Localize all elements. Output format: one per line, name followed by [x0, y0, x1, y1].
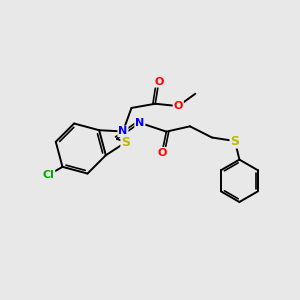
Text: Cl: Cl [43, 170, 54, 180]
Text: N: N [118, 127, 128, 136]
Text: O: O [154, 77, 164, 87]
Text: S: S [121, 136, 130, 149]
Text: O: O [157, 148, 167, 158]
Text: O: O [173, 101, 183, 111]
Text: N: N [135, 118, 145, 128]
Text: S: S [230, 135, 239, 148]
